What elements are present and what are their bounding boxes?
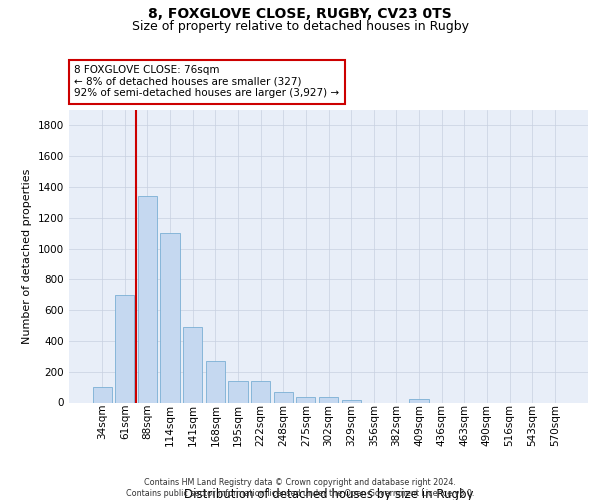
Bar (160, 233, 180, 402)
Bar (183, 327, 202, 402)
Text: Contains HM Land Registry data © Crown copyright and database right 2024.
Contai: Contains HM Land Registry data © Crown c… (126, 478, 474, 498)
Bar (229, 381, 248, 402)
X-axis label: Distribution of detached houses by size in Rugby: Distribution of detached houses by size … (184, 488, 473, 500)
Bar (296, 397, 316, 402)
Text: Size of property relative to detached houses in Rugby: Size of property relative to detached ho… (131, 20, 469, 33)
Bar (92, 387, 112, 402)
Bar (251, 381, 270, 402)
Y-axis label: Number of detached properties: Number of detached properties (22, 168, 32, 344)
Text: 8, FOXGLOVE CLOSE, RUGBY, CV23 0TS: 8, FOXGLOVE CLOSE, RUGBY, CV23 0TS (148, 8, 452, 22)
Bar (115, 294, 134, 403)
Text: 8 FOXGLOVE CLOSE: 76sqm
← 8% of detached houses are smaller (327)
92% of semi-de: 8 FOXGLOVE CLOSE: 76sqm ← 8% of detached… (74, 65, 340, 98)
Bar (206, 361, 225, 403)
Bar (138, 196, 157, 402)
Bar (319, 397, 338, 402)
Bar (341, 400, 361, 402)
Bar (274, 392, 293, 402)
Bar (409, 400, 428, 402)
